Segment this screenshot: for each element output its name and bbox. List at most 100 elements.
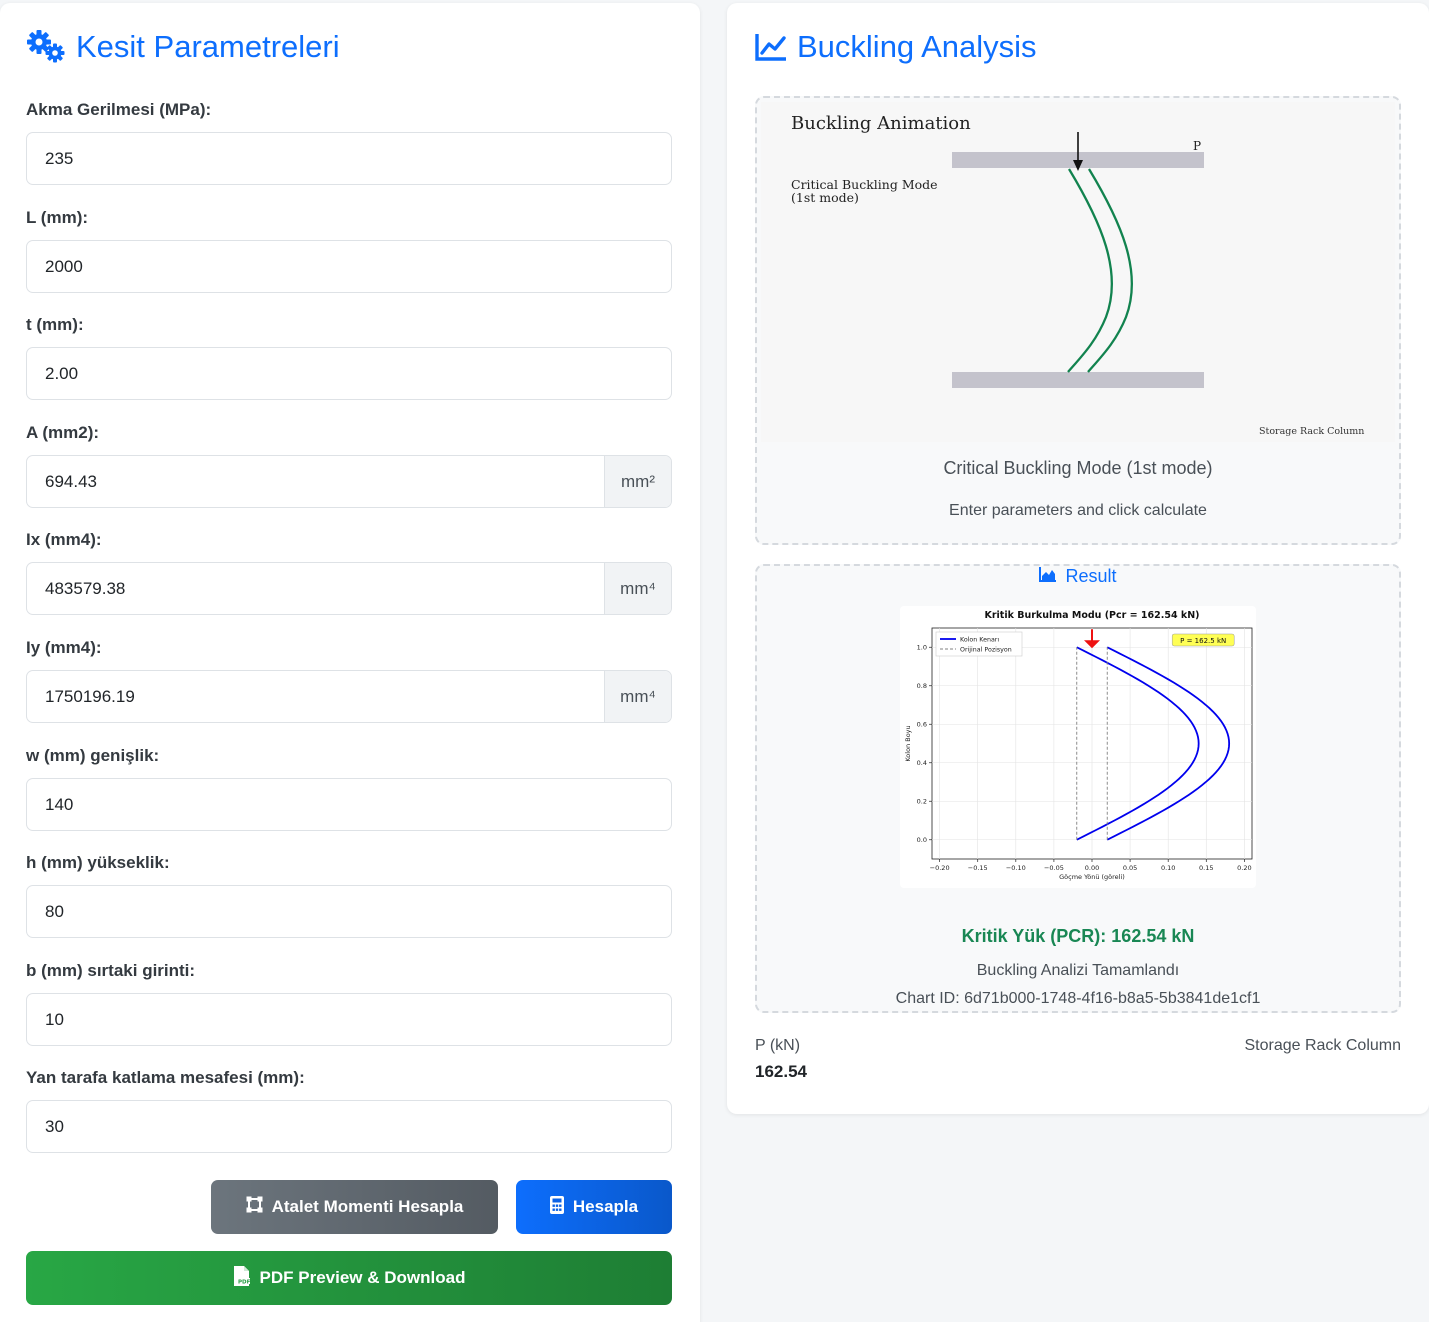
chart-legend-label-1: Orijinal Pozisyon [960, 646, 1012, 653]
chart-xtick-label: −0.20 [930, 864, 950, 872]
chart-ytick-label: 1.0 [917, 643, 927, 651]
field-unit-3: mm² [604, 456, 671, 507]
chart-ytick-label: 0.6 [917, 720, 927, 728]
field-label-5: Iy (mm4): [26, 638, 102, 657]
chart-xtick-label: 0.20 [1237, 864, 1251, 872]
chart-line-icon [755, 32, 787, 62]
calculator-icon [549, 1195, 564, 1219]
column-edge-left [1067, 168, 1114, 373]
section-parameters-title: Kesit Parametreleri [26, 29, 340, 65]
field-input-2[interactable]: 2.00 [26, 347, 672, 400]
field-label-6: w (mm) genişlik: [26, 746, 160, 765]
field-input-7[interactable]: 80 [26, 885, 672, 938]
chart-xtick-label: 0.10 [1161, 864, 1175, 872]
pdf-preview-label: PDF Preview & Download [259, 1268, 466, 1287]
field-input-6[interactable]: 140 [26, 778, 672, 831]
field-input-8[interactable]: 10 [26, 993, 672, 1046]
field-label-3: A (mm2): [26, 423, 100, 442]
field-value-8: 10 [45, 1009, 64, 1029]
field-value-3: 694.43 [45, 471, 97, 491]
buckling-animation-svg: Buckling Animation Critical Buckling Mod… [791, 113, 1364, 437]
chart-ytick-label: 0.0 [917, 836, 927, 844]
field-label-1: L (mm): [26, 208, 89, 227]
animation-footer-label: Storage Rack Column [1259, 426, 1364, 437]
load-arrow-head [1073, 160, 1083, 171]
chart-ytick-label: 0.4 [917, 759, 927, 767]
animation-mode-label-1: Critical Buckling Mode [791, 177, 938, 192]
field-input-0[interactable]: 235 [26, 132, 672, 185]
chart-series-0 [1076, 646, 1200, 841]
chart-xtick-label: −0.15 [968, 864, 988, 872]
chart-xtick-label: −0.10 [1006, 864, 1026, 872]
critical-load-text: Kritik Yük (PCR): 162.54 kN [961, 926, 1195, 946]
result-status: Buckling Analizi Tamamlandı [976, 962, 1180, 979]
calculate-label: Hesapla [572, 1197, 639, 1216]
field-unit-4: mm⁴ [604, 563, 671, 614]
field-value-6: 140 [45, 794, 74, 814]
buckling-animation-box: Buckling Animation Critical Buckling Mod… [755, 96, 1401, 545]
field-label-7: h (mm) yükseklik: [26, 853, 170, 872]
buckling-chart-svg: −0.20 −0.15 −0.10 −0.05 0.00 0.05 0.10 0.15 0.20… [904, 610, 1253, 881]
buckling-chart: −0.20 −0.15 −0.10 −0.05 0.00 0.05 0.10 0.15 0.20… [900, 606, 1256, 888]
animation-load-label: P [1193, 139, 1201, 153]
animation-mode-label-2: (1st mode) [791, 190, 859, 205]
field-input-3[interactable]: 694.43 mm² [26, 455, 672, 508]
section-parameters-title-text: Kesit Parametreleri [76, 29, 340, 64]
animation-hint: Enter parameters and click calculate [949, 502, 1207, 519]
chart-xtick-label: 0.00 [1085, 864, 1099, 872]
buckling-animation-figure: Buckling Animation Critical Buckling Mod… [761, 102, 1395, 442]
chart-annotation: P = 162.5 kN [1180, 637, 1226, 645]
chart-xtick-label: 0.15 [1199, 864, 1213, 872]
chart-area-icon [1039, 566, 1057, 587]
chart-xtick-label: −0.05 [1044, 864, 1064, 872]
buckling-analysis-panel: Buckling Analysis Buckling Animation Cri… [727, 3, 1429, 1114]
file-pdf-icon: PDF [233, 1265, 251, 1291]
buckling-analysis-title-text: Buckling Analysis [797, 29, 1037, 64]
animation-caption: Critical Buckling Mode (1st mode) [943, 458, 1213, 478]
field-unit-5: mm⁴ [604, 671, 671, 722]
field-input-5[interactable]: 1750196.19 mm⁴ [26, 670, 672, 723]
field-value-7: 80 [45, 901, 64, 921]
chart-id: Chart ID: 6d71b000-1748-4f16-b8a5-5b3841… [895, 990, 1261, 1007]
vector-square-icon [246, 1196, 263, 1218]
chart-xlabel: Göçme Yönü (göreli) [1059, 873, 1125, 881]
field-input-9[interactable]: 30 [26, 1100, 672, 1153]
field-label-4: Ix (mm4): [26, 530, 102, 549]
chart-ytick-label: 0.8 [917, 682, 927, 690]
chart-xtick-label: 0.05 [1123, 864, 1137, 872]
result-header-label: Result [1065, 566, 1117, 586]
field-value-1: 2000 [45, 256, 83, 276]
p-label: P (kN) [755, 1037, 801, 1054]
calculate-button[interactable]: Hesapla [516, 1180, 672, 1234]
field-input-1[interactable]: 2000 [26, 240, 672, 293]
result-header: Result [757, 566, 1399, 587]
animation-figure-title: Buckling Animation [791, 113, 971, 134]
chart-ylabel: Kolon Boyu [904, 725, 912, 761]
bottom-plate [952, 372, 1204, 388]
pdf-preview-download-button[interactable]: PDF PDF Preview & Download [26, 1251, 672, 1305]
chart-legend-label-0: Kolon Kenarı [960, 636, 999, 643]
field-label-9: Yan tarafa katlama mesafesi (mm): [26, 1068, 305, 1087]
p-value: 162.54 [755, 1062, 807, 1081]
chart-ytick-label: 0.2 [917, 797, 927, 805]
column-edge-right [1087, 168, 1134, 373]
field-label-0: Akma Gerilmesi (MPa): [26, 100, 212, 119]
result-box: Result −0.20 −0.15 −0.10 −0.05 0.00 0.05 0.10 0… [755, 564, 1401, 1013]
field-label-2: t (mm): [26, 315, 84, 334]
chart-legend-box [935, 631, 1023, 657]
field-label-8: b (mm) sırtaki girinti: [26, 961, 196, 980]
field-input-4[interactable]: 483579.38 mm⁴ [26, 562, 672, 615]
section-parameters-panel: Kesit Parametreleri Akma Gerilmesi (MPa)… [0, 3, 700, 1322]
gears-icon [26, 29, 66, 65]
field-value-5: 1750196.19 [45, 686, 135, 706]
field-value-9: 30 [45, 1116, 64, 1136]
chart-title: Kritik Burkulma Modu (Pcr = 162.54 kN) [985, 610, 1200, 621]
chart-annotation-box [1171, 633, 1235, 647]
chart-load-arrow-head [1084, 640, 1100, 649]
buckling-analysis-title: Buckling Analysis [755, 29, 1037, 65]
calculate-inertia-button[interactable]: Atalet Momenti Hesapla [211, 1180, 498, 1234]
field-value-0: 235 [45, 148, 74, 168]
field-value-4: 483579.38 [45, 578, 126, 598]
svg-text:PDF: PDF [238, 1279, 251, 1285]
chart-series-1 [1106, 646, 1231, 841]
